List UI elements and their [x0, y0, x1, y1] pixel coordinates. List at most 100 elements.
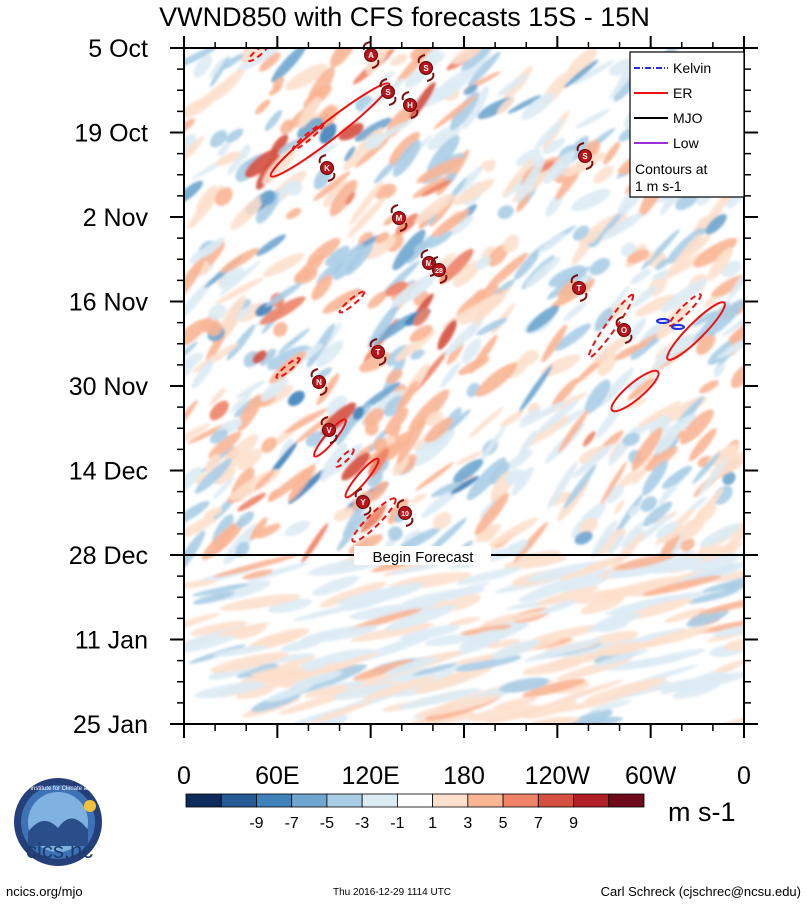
- anomaly-patch: [724, 639, 744, 651]
- anomaly-patch: [686, 608, 729, 628]
- anomaly-patch: [218, 267, 245, 289]
- svg-text:T: T: [577, 284, 582, 293]
- anomaly-patch: [661, 516, 700, 544]
- anomaly-patch: [352, 659, 414, 681]
- anomaly-patch: [305, 143, 339, 160]
- anomaly-patch: [259, 348, 277, 366]
- colorbar-swatch: [573, 793, 610, 808]
- anomaly-patch: [641, 229, 680, 270]
- anomaly-patch: [437, 319, 457, 350]
- forecast-label: Begin Forecast: [373, 549, 475, 566]
- anomaly-patch: [212, 476, 235, 500]
- anomaly-patch: [628, 505, 641, 517]
- anomaly-patch: [392, 229, 426, 271]
- anomaly-patch: [213, 554, 298, 578]
- anomaly-patch: [184, 530, 206, 575]
- anomaly-patch: [543, 150, 576, 184]
- storm-marker: S: [379, 78, 397, 106]
- anomaly-patch: [237, 448, 263, 471]
- anomaly-patch: [184, 423, 211, 448]
- anomaly-patch: [211, 69, 244, 102]
- anomaly-patch: [271, 48, 307, 83]
- anomaly-patch: [448, 214, 474, 236]
- anomaly-patch: [399, 625, 460, 641]
- anomaly-patch: [707, 247, 733, 281]
- anomaly-patch: [671, 561, 718, 572]
- anomaly-patch: [192, 591, 235, 605]
- anomaly-patch: [316, 340, 344, 367]
- anomaly-patch: [398, 688, 482, 710]
- anomaly-patch: [204, 506, 223, 519]
- anomaly-patch: [254, 470, 275, 490]
- anomaly-patch: [593, 330, 637, 364]
- colorbar-label: -3: [355, 815, 369, 832]
- anomaly-patch: [313, 171, 351, 202]
- anomaly-patch: [266, 683, 314, 702]
- anomaly-patch: [572, 443, 614, 479]
- anomaly-patch: [453, 260, 481, 287]
- colorbar-swatch: [185, 793, 222, 808]
- anomaly-patch: [456, 284, 499, 317]
- anomaly-patch: [663, 607, 706, 623]
- storm-marker: O: [615, 316, 633, 344]
- logo-text: cics.nc: [26, 838, 94, 863]
- anomaly-patch: [365, 48, 389, 75]
- anomaly-patch: [209, 651, 289, 673]
- anomaly-patch: [534, 118, 565, 150]
- anomaly-patch: [354, 137, 390, 168]
- anomaly-patch: [236, 663, 279, 679]
- anomaly-patch: [656, 302, 690, 340]
- anomaly-patch: [698, 594, 744, 614]
- wave-contour: [610, 369, 660, 413]
- anomaly-patch: [619, 470, 640, 487]
- storm-marker: S: [576, 142, 594, 170]
- anomaly-patch: [703, 568, 744, 583]
- anomaly-patch: [731, 365, 744, 389]
- anomaly-patch: [642, 575, 722, 596]
- storm-marker: K: [318, 154, 336, 182]
- anomaly-patch: [645, 336, 661, 348]
- colorbar-swatch: [467, 793, 504, 808]
- footer-url[interactable]: ncics.org/mjo: [6, 884, 83, 899]
- anomaly-patch: [366, 582, 425, 603]
- anomaly-patch: [704, 296, 718, 307]
- anomaly-patch: [722, 334, 744, 356]
- anomaly-patch: [336, 512, 367, 552]
- anomaly-patch: [461, 338, 482, 364]
- anomaly-patch: [237, 394, 263, 432]
- anomaly-patch: [466, 629, 509, 645]
- anomaly-patch: [591, 520, 618, 558]
- anomaly-patch: [367, 291, 388, 309]
- anomaly-patch: [558, 409, 589, 453]
- anomaly-patch: [515, 148, 541, 167]
- anomaly-patch: [310, 700, 373, 724]
- anomaly-patch: [384, 604, 457, 631]
- anomaly-patch: [571, 188, 611, 212]
- svg-text:28: 28: [435, 268, 443, 275]
- anomaly-patch: [348, 608, 422, 631]
- anomaly-patch: [286, 207, 302, 220]
- anomaly-patch: [522, 699, 578, 719]
- anomaly-patch: [605, 483, 624, 504]
- anomaly-patch: [242, 569, 273, 580]
- anomaly-patch: [344, 146, 356, 162]
- anomaly-patch: [367, 302, 400, 349]
- anomaly-patch: [631, 285, 658, 308]
- anomaly-patch: [516, 193, 530, 212]
- anomaly-patch: [555, 167, 581, 201]
- anomaly-patch: [627, 249, 650, 264]
- anomaly-patch: [511, 466, 534, 496]
- anomaly-patch: [661, 278, 708, 313]
- anomaly-patch: [185, 633, 221, 646]
- anomaly-patch: [219, 593, 301, 611]
- anomaly-patch: [184, 277, 214, 322]
- anomaly-patch: [655, 421, 682, 455]
- anomaly-patch: [586, 613, 643, 633]
- wave-contours: [247, 48, 726, 543]
- svg-text:M: M: [426, 259, 433, 268]
- wave-contour: [351, 497, 397, 543]
- anomaly-patch: [614, 499, 625, 514]
- anomaly-patch: [516, 158, 545, 203]
- cics-logo: Cooperative Institute for Climate and Sa…: [0, 778, 120, 866]
